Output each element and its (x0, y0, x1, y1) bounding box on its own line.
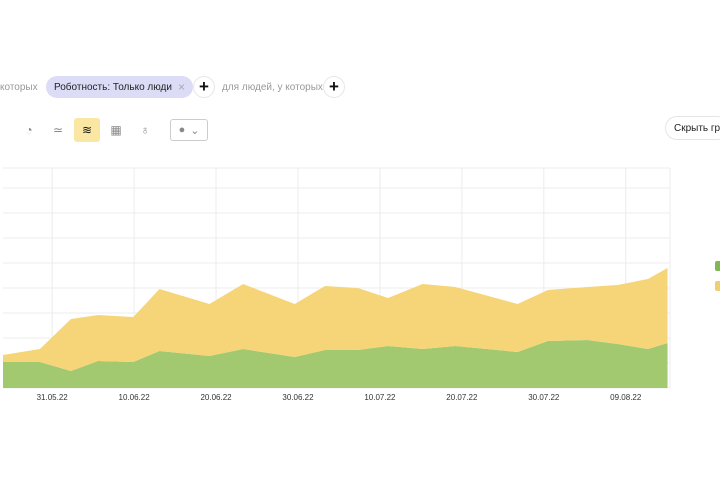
filter-prefix-text: которых (0, 82, 38, 93)
hide-chart-button[interactable]: Скрыть гр (666, 117, 720, 139)
x-tick-label: 20.06.22 (200, 393, 232, 402)
map-pin-icon[interactable]: ♁ (140, 123, 150, 137)
legend-checkbox-yellow[interactable] (715, 281, 720, 291)
legend-checkbox-green[interactable] (715, 261, 720, 271)
plus-icon: + (329, 77, 339, 96)
add-people-filter-button[interactable]: + (324, 77, 344, 97)
plus-icon: + (199, 77, 209, 96)
add-filter-button[interactable]: + (194, 77, 214, 97)
area-green (3, 340, 668, 388)
annotation-dropdown[interactable]: ● ⌄ (170, 119, 208, 141)
x-tick-label: 31.05.22 (37, 393, 69, 402)
x-tick-label: 10.06.22 (119, 393, 151, 402)
pie-icon[interactable]: ◔ (25, 123, 33, 137)
close-icon[interactable]: × (177, 80, 185, 94)
x-tick-label: 30.06.22 (282, 393, 314, 402)
stacked-area-icon[interactable]: ≋ (74, 118, 100, 142)
chip-label: Роботность: Только люди (54, 81, 172, 93)
comment-icon: ● (178, 124, 186, 136)
table-icon[interactable]: ▦ (110, 123, 122, 137)
x-tick-label: 09.08.22 (610, 393, 642, 402)
x-tick-label: 20.07.22 (446, 393, 478, 402)
chevron-down-icon: ⌄ (190, 124, 200, 137)
people-filter-text: для людей, у которых (222, 82, 323, 93)
x-tick-label: 30.07.22 (528, 393, 560, 402)
robot-filter-chip[interactable]: Роботность: Только люди × (46, 76, 193, 98)
line-icon[interactable]: ≃ (52, 123, 64, 137)
x-tick-label: 10.07.22 (364, 393, 396, 402)
area-yellow (3, 268, 668, 371)
